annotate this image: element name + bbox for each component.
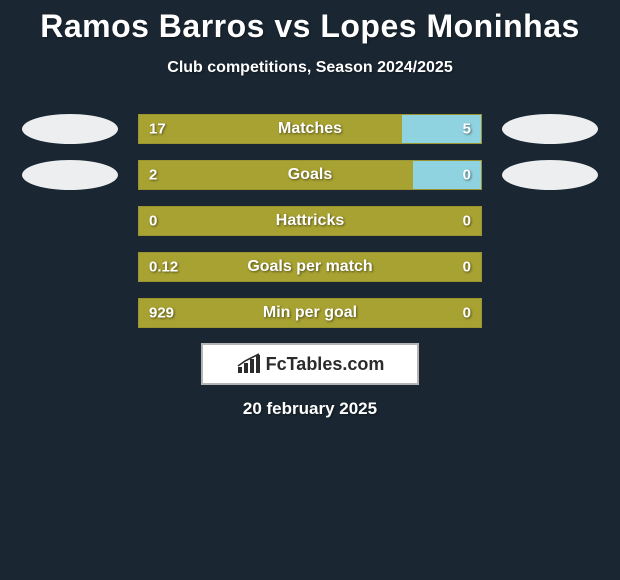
stat-right-value: 0 <box>463 213 471 230</box>
stat-label: Goals per match <box>247 258 372 276</box>
stat-row: 2 0 Goals <box>0 159 620 191</box>
avatar-placeholder <box>22 252 118 282</box>
logo: FcTables.com <box>236 353 385 375</box>
stat-right-value: 0 <box>463 167 471 184</box>
stat-left-value: 929 <box>149 305 174 322</box>
stat-left-value: 0 <box>149 213 157 230</box>
stat-label: Min per goal <box>263 304 357 322</box>
stat-bar: 0 0 Hattricks <box>138 206 482 236</box>
page-title: Ramos Barros vs Lopes Moninhas <box>0 0 620 45</box>
bar-left-fill <box>139 161 413 189</box>
logo-box: FcTables.com <box>201 343 419 385</box>
stat-right-value: 5 <box>463 121 471 138</box>
stat-right-value: 0 <box>463 305 471 322</box>
stat-row: 0.12 0 Goals per match <box>0 251 620 283</box>
player-left-avatar <box>22 114 118 144</box>
stat-right-value: 0 <box>463 259 471 276</box>
stat-bar: 0.12 0 Goals per match <box>138 252 482 282</box>
stat-left-value: 2 <box>149 167 157 184</box>
avatar-placeholder <box>22 298 118 328</box>
avatar-placeholder <box>502 298 598 328</box>
stat-row: 0 0 Hattricks <box>0 205 620 237</box>
avatar-placeholder <box>502 206 598 236</box>
logo-text: FcTables.com <box>266 354 385 375</box>
date-text: 20 february 2025 <box>0 399 620 419</box>
stats-rows: 17 5 Matches 2 0 Goals 0 0 Hattricks 0.12 0 Goals p… <box>0 113 620 329</box>
player-right-avatar <box>502 160 598 190</box>
stat-left-value: 0.12 <box>149 259 178 276</box>
stat-row: 929 0 Min per goal <box>0 297 620 329</box>
stat-row: 17 5 Matches <box>0 113 620 145</box>
stat-bar: 17 5 Matches <box>138 114 482 144</box>
comparison-card: Ramos Barros vs Lopes Moninhas Club comp… <box>0 0 620 580</box>
player-left-avatar <box>22 160 118 190</box>
stat-bar: 2 0 Goals <box>138 160 482 190</box>
stat-left-value: 17 <box>149 121 166 138</box>
subtitle: Club competitions, Season 2024/2025 <box>0 59 620 77</box>
player-right-avatar <box>502 114 598 144</box>
avatar-placeholder <box>22 206 118 236</box>
bar-chart-icon <box>236 353 262 375</box>
avatar-placeholder <box>502 252 598 282</box>
stat-bar: 929 0 Min per goal <box>138 298 482 328</box>
stat-label: Hattricks <box>276 212 344 230</box>
bar-left-fill <box>139 115 402 143</box>
stat-label: Matches <box>278 120 342 138</box>
stat-label: Goals <box>288 166 332 184</box>
